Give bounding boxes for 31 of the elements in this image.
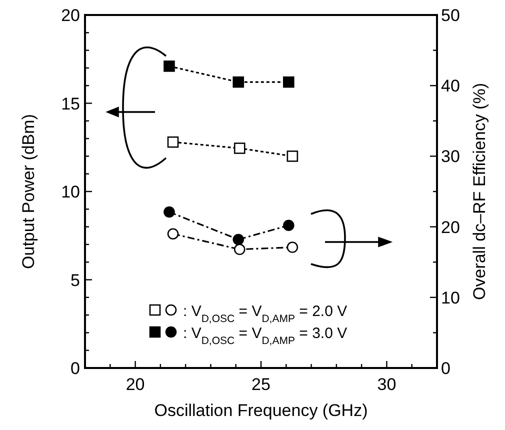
y2-tick-label: 0 [441, 359, 450, 378]
y-tick-label: 5 [70, 270, 80, 290]
y2-tick-label: 50 [441, 6, 460, 25]
y-tick-label: 0 [70, 359, 80, 378]
y-tick-label: 15 [61, 94, 80, 114]
point [167, 228, 179, 240]
point [232, 234, 244, 246]
y2-axis-title: Overall dc–RF Efficiency (%) [470, 83, 489, 300]
y-axis-title: Output Power (dBm) [19, 114, 38, 269]
y2-tick-label: 30 [441, 147, 460, 166]
legend-label: : V$_{D,OSC}$ = V$_{D,AMP}$ = 3.0 V [183, 325, 348, 347]
point [283, 220, 294, 232]
point [283, 76, 294, 88]
y-tick-label: 20 [61, 6, 80, 25]
y2-tick-label: 40 [441, 76, 460, 96]
point [286, 150, 298, 162]
legend-label: : V$_{D,OSC}$ = V$_{D,AMP}$ = 2.0 V [183, 303, 348, 325]
x-axis-title: Oscillation Frequency (GHz) [154, 401, 368, 420]
y2-tick-label: 10 [441, 288, 460, 308]
point [232, 76, 244, 88]
x-tick-label: 20 [126, 375, 145, 394]
x-tick-label: 25 [252, 375, 270, 394]
y2-tick-label: 20 [441, 218, 460, 237]
point [164, 60, 175, 72]
y-tick-label: 10 [61, 182, 80, 202]
point [164, 206, 175, 218]
point [167, 136, 179, 148]
point [286, 242, 298, 253]
point [234, 142, 246, 154]
x-tick-label: 30 [377, 375, 396, 394]
point [234, 244, 246, 256]
